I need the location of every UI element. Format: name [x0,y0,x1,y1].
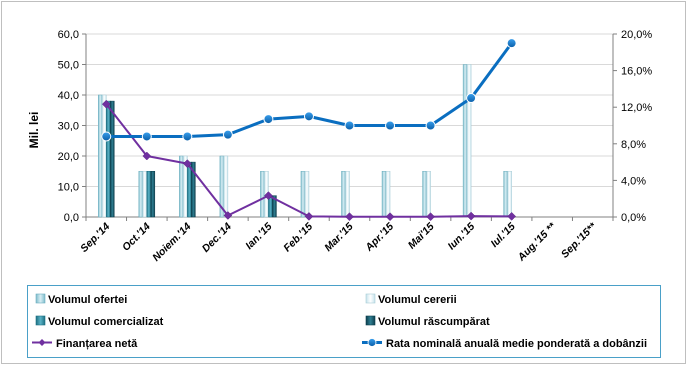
bar [503,171,508,218]
bars [98,64,512,218]
bar [345,171,350,218]
y2-tick-label: 20,0% [621,29,652,41]
line-point [425,120,436,131]
line-point [506,38,517,49]
legend-label: Volumul cererii [378,294,457,306]
bar [272,195,277,218]
line-point [345,212,354,222]
bar [300,171,306,218]
y2-tick-label: 16,0% [621,66,652,78]
bar [260,171,265,218]
legend: Volumul ofertei Volumul cererii Volumul co… [27,285,661,358]
y-tick-label: 60,0 [58,29,79,41]
legend-label: Volumul răscumpărat [378,316,490,328]
axes [82,33,617,221]
line-point [182,159,192,168]
bar [150,171,156,218]
line-point [142,151,152,161]
bar [223,155,229,218]
bar [507,171,512,218]
legend-swatch [365,315,376,326]
legend-label: Finanțarea netă [56,338,138,350]
bar [102,94,107,218]
y-tick-label: 50,0 [58,60,79,72]
legend-label: Volumul ofertei [48,294,127,306]
bar [146,171,152,218]
legend-box [27,285,661,358]
y2-tick-label: 0,0% [621,212,646,224]
line-point [223,211,233,220]
y-tick-label: 40,0 [58,90,79,102]
y-tick-label: 20,0 [58,151,79,163]
bar [381,171,387,218]
legend-label: Volumul comercializat [48,316,164,328]
legend-label: Rata nominală anuală medie ponderată a d… [386,338,647,350]
legend-swatch [35,293,46,304]
y2-tick-label: 8,0% [621,139,646,151]
line-point [101,131,112,142]
bar [106,100,111,218]
bar [187,161,192,218]
gridlines [86,33,613,187]
line-point [385,212,395,222]
y-axis-label: Mil. lei [27,112,41,149]
y2-tick-label: 4,0% [621,175,646,187]
line-point [182,131,193,142]
legend-swatch-marker [367,338,377,347]
lines [101,38,517,222]
line-point [466,211,476,221]
line-point [101,99,111,109]
line-point [426,212,435,222]
line-point [344,120,355,131]
y-axis-ticks: 0,0 10,0 20,0 30,0 40,0 50,0 60,0 [58,29,79,224]
legend-swatch [35,315,46,326]
bar [142,171,148,218]
y-tick-label: 0,0 [64,212,79,224]
bar [426,171,431,218]
line-point [263,114,274,125]
bar [179,155,184,218]
y-tick-label: 30,0 [58,121,79,133]
legend-swatch-marker [38,339,46,346]
y2-axis-ticks: 0,0% 4,0% 8,0% 12,0% 16,0% 20,0% [621,29,652,224]
legend-swatch [365,293,376,304]
bar [385,171,391,218]
bar [466,64,472,218]
bar [110,100,115,218]
bar [98,94,103,218]
y-tick-label: 10,0 [58,182,79,194]
bar [422,171,427,218]
line-point [507,212,517,221]
y2-tick-label: 12,0% [621,102,652,114]
bar [462,64,468,218]
line-point [222,129,233,140]
line-point [141,131,152,142]
bar [341,171,346,218]
bar [304,171,310,218]
line-point [385,120,396,131]
bar [191,161,196,218]
line-point [466,93,477,104]
line-point [264,191,273,201]
line-point [303,111,314,122]
line-point [304,212,314,221]
bar [138,171,144,218]
